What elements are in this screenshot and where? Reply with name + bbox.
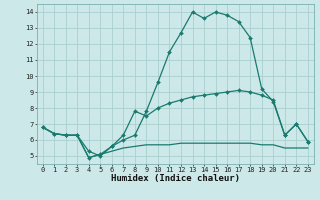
X-axis label: Humidex (Indice chaleur): Humidex (Indice chaleur) <box>111 174 240 183</box>
